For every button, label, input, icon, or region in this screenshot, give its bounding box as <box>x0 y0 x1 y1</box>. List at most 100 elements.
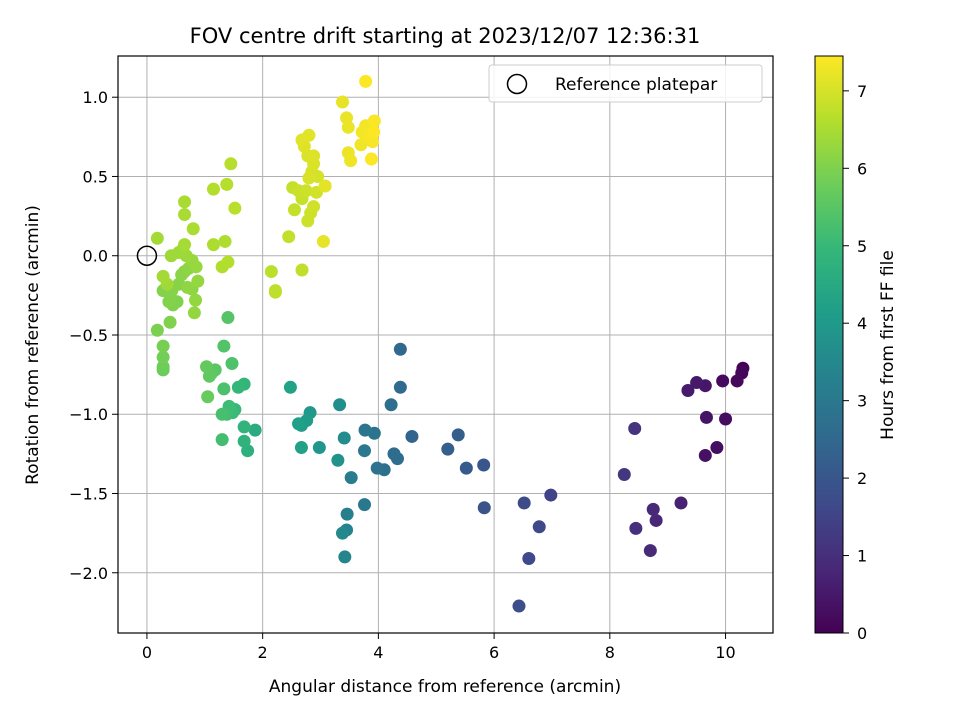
data-point <box>674 496 688 510</box>
reference-layer <box>136 245 158 266</box>
data-point <box>206 238 220 252</box>
x-tick-label: 10 <box>715 643 735 662</box>
data-point <box>719 412 733 426</box>
data-point <box>218 234 232 248</box>
data-point <box>318 179 332 193</box>
colorbar-label: Hours from first FF file <box>878 250 898 440</box>
data-point <box>370 461 384 475</box>
y-tick-label: −1.0 <box>69 405 108 424</box>
data-point <box>337 431 351 445</box>
data-point <box>224 157 238 171</box>
data-point <box>340 507 354 521</box>
data-point <box>294 441 308 455</box>
data-point <box>716 374 730 388</box>
y-tick-label: −0.5 <box>69 326 108 345</box>
data-point <box>156 339 170 353</box>
colorbar-tick-label: 7 <box>857 82 867 101</box>
data-point <box>451 428 465 442</box>
colorbar-gradient <box>815 56 843 633</box>
data-point <box>312 441 326 455</box>
data-point <box>357 498 371 512</box>
data-point <box>186 222 200 236</box>
data-point <box>178 238 192 252</box>
data-point <box>282 230 296 244</box>
colorbar-tick-label: 2 <box>857 469 867 488</box>
data-point <box>364 152 378 166</box>
data-point <box>217 339 231 353</box>
data-point <box>248 423 262 437</box>
data-point <box>302 171 316 185</box>
data-point <box>710 441 724 455</box>
data-point <box>730 374 744 388</box>
data-point <box>336 95 350 109</box>
data-point <box>459 461 473 475</box>
data-point <box>628 422 642 436</box>
data-point <box>231 380 245 394</box>
colorbar-ticks: 0 1 2 3 4 5 6 7 <box>843 82 867 643</box>
colorbar-tick-label: 1 <box>857 547 867 566</box>
colorbar-tick-label: 0 <box>857 624 867 643</box>
data-point <box>517 496 531 510</box>
colorbar-frame <box>814 55 844 634</box>
points-layer <box>150 74 750 613</box>
data-point <box>307 149 321 163</box>
y-tick-label: 0.5 <box>83 167 108 186</box>
legend: Reference platepar <box>488 64 763 103</box>
data-point <box>150 323 164 337</box>
colorbar-tick-label: 4 <box>857 314 867 333</box>
data-point <box>268 285 282 299</box>
data-point <box>228 201 242 215</box>
data-point <box>156 360 170 374</box>
data-point <box>359 74 373 88</box>
colorbar: 0 1 2 3 4 5 6 7 Hours from first FF file <box>814 55 898 643</box>
data-point <box>367 125 381 139</box>
data-point <box>512 599 526 613</box>
data-point <box>189 293 203 307</box>
data-point <box>164 249 178 263</box>
data-point <box>532 520 546 534</box>
data-point <box>643 544 657 558</box>
data-point <box>477 458 491 472</box>
data-point <box>287 203 301 217</box>
data-point <box>331 453 345 467</box>
data-point <box>344 471 358 485</box>
data-point <box>237 434 251 448</box>
data-point <box>477 501 491 515</box>
data-point <box>163 315 177 329</box>
data-point <box>191 274 205 288</box>
data-point <box>698 448 712 462</box>
data-point <box>307 200 321 214</box>
data-point <box>681 383 695 397</box>
data-point <box>178 208 192 222</box>
data-point <box>206 182 220 196</box>
x-axis-label: Angular distance from reference (arcmin) <box>269 677 621 697</box>
data-point <box>221 311 235 325</box>
data-point <box>344 154 358 168</box>
data-point <box>217 382 231 396</box>
data-point <box>357 444 371 458</box>
x-tick-label: 2 <box>258 643 268 662</box>
data-point <box>225 357 239 371</box>
y-tick-label: −1.5 <box>69 485 108 504</box>
data-point <box>690 376 704 390</box>
x-tick-label: 8 <box>605 643 615 662</box>
data-point <box>333 398 347 412</box>
data-point <box>405 429 419 443</box>
data-point <box>295 263 309 277</box>
legend-entry-reference: Reference platepar <box>555 75 717 95</box>
data-point <box>649 513 663 527</box>
chart-title: FOV centre drift starting at 2023/12/07 … <box>190 24 701 48</box>
data-point <box>264 265 278 279</box>
data-point <box>178 195 192 209</box>
data-point <box>387 447 401 461</box>
grid-layer <box>118 56 773 633</box>
data-point <box>215 433 229 447</box>
y-ticks: −2.0 −1.5 −1.0 −0.5 0.0 0.5 1.0 <box>69 88 118 583</box>
x-ticks: 0 2 4 6 8 10 <box>142 633 736 662</box>
data-point <box>283 380 297 394</box>
data-point <box>338 550 352 564</box>
data-point <box>629 521 643 535</box>
data-point <box>215 407 229 421</box>
plot-frame <box>117 55 774 634</box>
